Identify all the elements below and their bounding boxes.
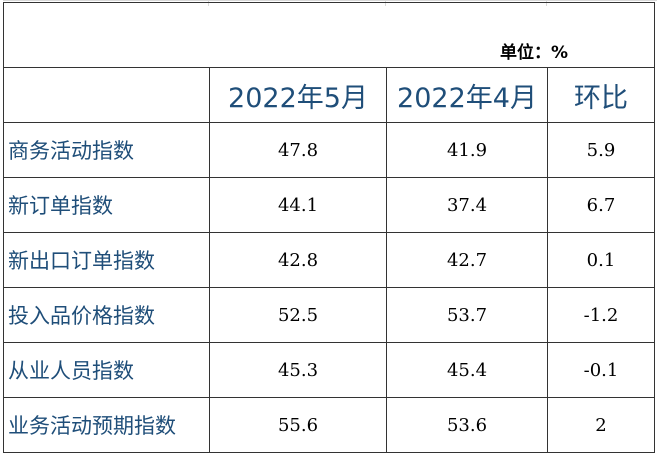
header-row: 2022年5月 2022年4月 环比 xyxy=(3,67,655,123)
row-label-cell[interactable]: 新订单指数 xyxy=(3,177,210,233)
april-value-cell[interactable]: 53.7 xyxy=(386,287,548,343)
header-cell-blank[interactable] xyxy=(3,67,210,123)
unit-label: 单位：% xyxy=(499,43,568,63)
mom-value-cell[interactable]: -0.1 xyxy=(547,342,655,398)
may-value-cell[interactable]: 52.5 xyxy=(209,287,387,343)
table-row: 新订单指数 44.1 37.4 6.7 xyxy=(3,177,655,233)
table-row: 商务活动指数 47.8 41.9 5.9 xyxy=(3,122,655,178)
may-value-cell[interactable]: 45.3 xyxy=(209,342,387,398)
april-value-cell[interactable]: 53.6 xyxy=(386,397,548,453)
unit-row: 单位：% xyxy=(3,2,655,68)
table-row: 投入品价格指数 52.5 53.7 -1.2 xyxy=(3,287,655,343)
mom-value-cell[interactable]: -1.2 xyxy=(547,287,655,343)
sheet-gridline xyxy=(3,0,657,3)
unit-cell[interactable]: 单位：% xyxy=(3,2,655,68)
april-value-cell[interactable]: 45.4 xyxy=(386,342,548,398)
row-label-cell[interactable]: 业务活动预期指数 xyxy=(3,397,210,453)
may-value-cell[interactable]: 42.8 xyxy=(209,232,387,288)
mom-value-cell[interactable]: 0.1 xyxy=(547,232,655,288)
mom-value-cell[interactable]: 2 xyxy=(547,397,655,453)
row-label-cell[interactable]: 投入品价格指数 xyxy=(3,287,210,343)
table-row: 从业人员指数 45.3 45.4 -0.1 xyxy=(3,342,655,398)
index-table: 单位：% 2022年5月 2022年4月 环比 商务活动指数 47.8 41.9… xyxy=(3,2,655,453)
april-value-cell[interactable]: 42.7 xyxy=(386,232,548,288)
table-row: 新出口订单指数 42.8 42.7 0.1 xyxy=(3,232,655,288)
table-row: 业务活动预期指数 55.6 53.6 2 xyxy=(3,397,655,453)
header-cell-may[interactable]: 2022年5月 xyxy=(209,67,387,123)
header-cell-mom[interactable]: 环比 xyxy=(547,67,655,123)
mom-value-cell[interactable]: 6.7 xyxy=(547,177,655,233)
row-label-cell[interactable]: 新出口订单指数 xyxy=(3,232,210,288)
row-label-cell[interactable]: 从业人员指数 xyxy=(3,342,210,398)
april-value-cell[interactable]: 41.9 xyxy=(386,122,548,178)
row-label-cell[interactable]: 商务活动指数 xyxy=(3,122,210,178)
header-cell-april[interactable]: 2022年4月 xyxy=(386,67,548,123)
may-value-cell[interactable]: 55.6 xyxy=(209,397,387,453)
may-value-cell[interactable]: 44.1 xyxy=(209,177,387,233)
may-value-cell[interactable]: 47.8 xyxy=(209,122,387,178)
april-value-cell[interactable]: 37.4 xyxy=(386,177,548,233)
mom-value-cell[interactable]: 5.9 xyxy=(547,122,655,178)
